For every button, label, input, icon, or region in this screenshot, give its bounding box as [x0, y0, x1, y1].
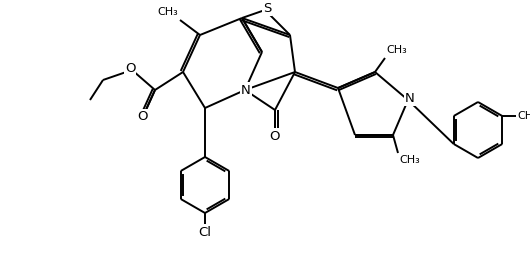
Text: N: N: [241, 84, 251, 96]
Text: Cl: Cl: [199, 225, 211, 238]
Text: S: S: [263, 2, 271, 14]
Text: CH₃: CH₃: [399, 155, 420, 165]
Text: O: O: [270, 130, 280, 142]
Text: CH₃: CH₃: [517, 111, 530, 121]
Text: CH₃: CH₃: [386, 45, 407, 55]
Text: N: N: [405, 92, 415, 104]
Text: O: O: [125, 61, 135, 75]
Text: O: O: [138, 110, 148, 124]
Text: CH₃: CH₃: [157, 7, 178, 17]
